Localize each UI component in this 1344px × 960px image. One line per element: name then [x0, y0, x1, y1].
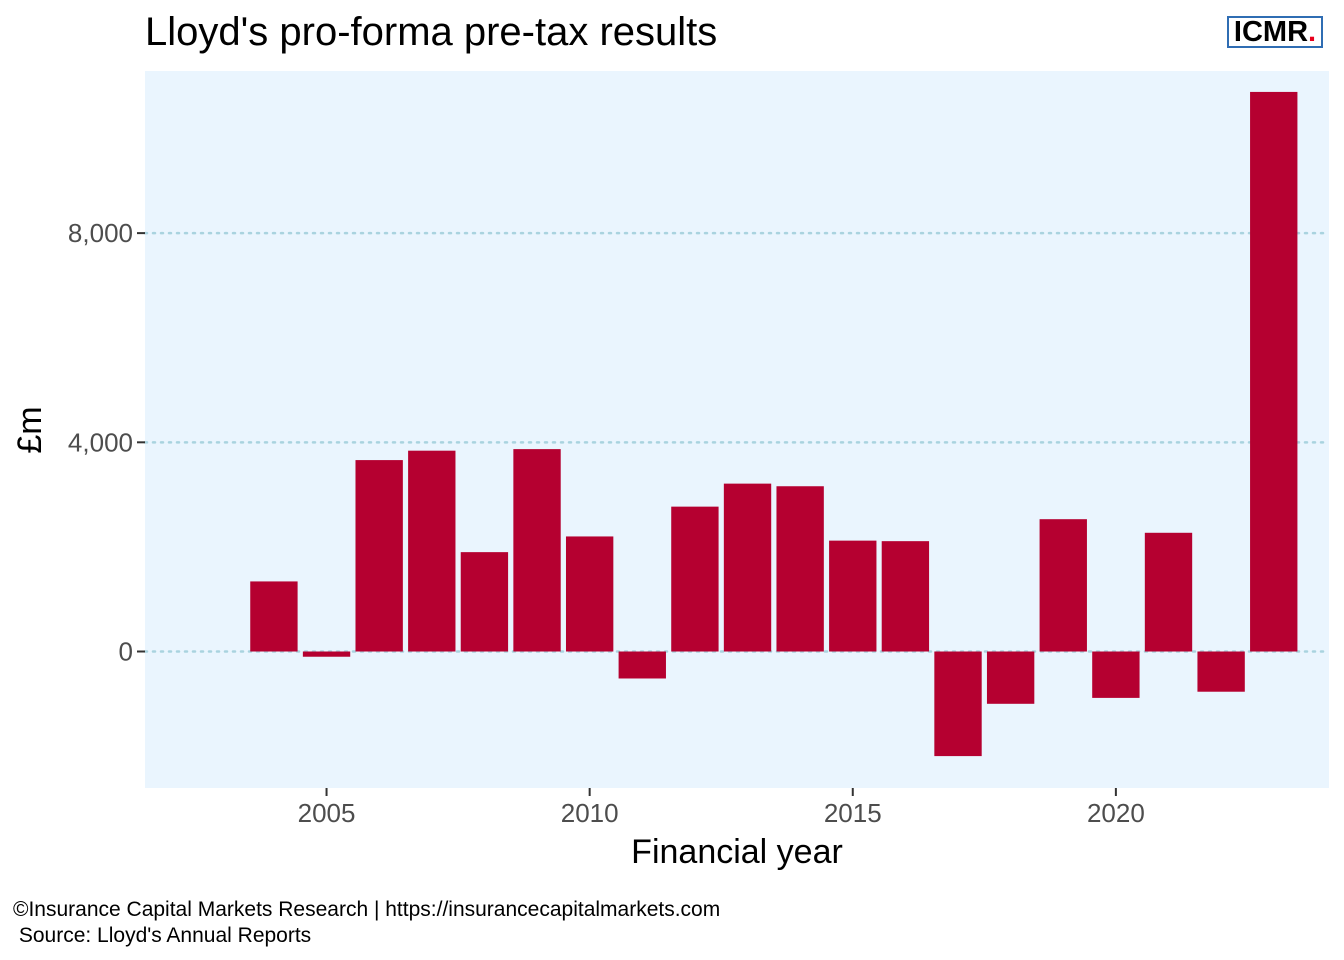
bar-2015 — [829, 540, 877, 652]
bar-2004 — [250, 581, 298, 652]
bar-2013 — [723, 483, 772, 652]
bar-2008 — [460, 552, 509, 652]
plot-panel — [145, 71, 1329, 788]
x-tick-label: 2010 — [561, 798, 619, 828]
bar-2019 — [1039, 519, 1087, 652]
bar-2023 — [1250, 91, 1298, 652]
bars — [250, 91, 1298, 757]
bar-chart: 0 4,000 8,000 2005 2010 2015 2020 Financial y… — [11, 71, 1331, 871]
bar-2017 — [934, 651, 982, 757]
icmr-logo: ICMR. — [1227, 16, 1323, 48]
x-axis: 2005 2010 2015 2020 — [298, 788, 1145, 828]
x-tick-label: 2020 — [1087, 798, 1145, 828]
x-tick-label: 2005 — [298, 798, 356, 828]
bar-2006 — [355, 460, 403, 652]
y-tick-label: 0 — [119, 637, 133, 667]
bar-2011 — [618, 651, 666, 679]
y-tick-label: 8,000 — [68, 218, 133, 248]
bar-2020 — [1092, 651, 1140, 698]
chart-title: Lloyd's pro-forma pre-tax results — [145, 10, 718, 54]
y-tick-label: 4,000 — [68, 427, 133, 457]
copyright-text: ©Insurance Capital Markets Research | ht… — [13, 898, 721, 921]
logo-dot: . — [1308, 15, 1317, 48]
bar-2012 — [671, 506, 719, 652]
bar-2022 — [1197, 651, 1245, 692]
bar-2014 — [776, 486, 824, 652]
bar-2005 — [302, 651, 351, 657]
bar-2010 — [565, 536, 614, 652]
footer: ©Insurance Capital Markets Research | ht… — [13, 897, 720, 949]
bar-2009 — [513, 449, 561, 652]
logo-text: ICMR — [1233, 15, 1309, 48]
x-tick-label: 2015 — [824, 798, 882, 828]
bar-2016 — [881, 541, 930, 652]
bar-2007 — [408, 450, 456, 652]
bar-2018 — [986, 651, 1035, 704]
y-axis-label: £m — [11, 406, 49, 453]
x-axis-label: Financial year — [631, 833, 843, 871]
source-text: Source: Lloyd's Annual Reports — [13, 924, 312, 947]
bar-2021 — [1144, 532, 1193, 652]
y-axis: 0 4,000 8,000 — [68, 218, 145, 667]
